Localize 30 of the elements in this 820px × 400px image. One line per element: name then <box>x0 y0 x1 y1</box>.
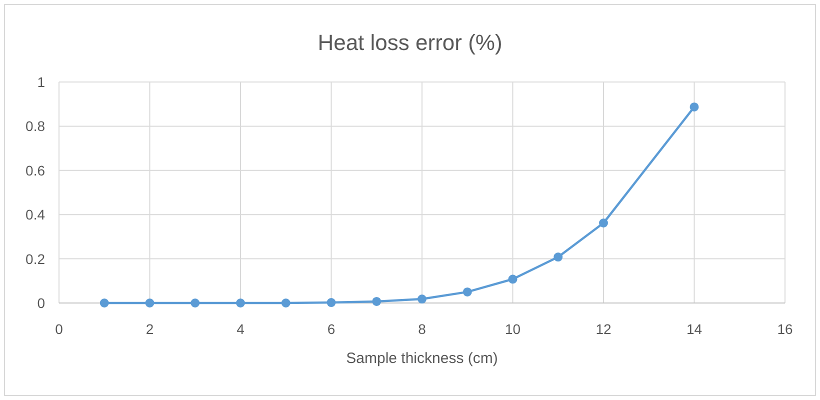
x-tick-label: 0 <box>55 321 64 337</box>
y-tick-label: 0.8 <box>26 118 46 134</box>
chart-title: Heat loss error (%) <box>318 30 502 55</box>
point <box>100 298 109 308</box>
y-tick-label: 0.2 <box>26 250 46 267</box>
y-tick-label: 0 <box>37 295 46 311</box>
x-tick-label: 2 <box>146 321 154 337</box>
x-tick-label: 16 <box>777 321 793 337</box>
point <box>462 287 472 296</box>
y-tick-label: 0.4 <box>26 206 46 223</box>
x-axis-title: Sample thickness (cm) <box>346 350 498 367</box>
x-tick-label: 6 <box>327 321 336 337</box>
point <box>599 218 608 228</box>
point <box>690 102 699 112</box>
point <box>418 294 426 304</box>
x-tick-label: 8 <box>418 321 426 337</box>
point <box>508 274 518 284</box>
y-tick-label: 1 <box>37 74 46 90</box>
point <box>326 298 336 308</box>
point <box>145 298 154 308</box>
x-tick-label: 10 <box>504 321 521 337</box>
x-tick-label: 12 <box>596 321 612 337</box>
point <box>281 298 290 308</box>
point <box>554 252 563 262</box>
point <box>236 298 245 308</box>
point <box>372 296 382 306</box>
y-tick-label: 0.6 <box>26 162 46 178</box>
x-tick-label: 14 <box>686 321 702 337</box>
x-tick-label: 4 <box>236 321 245 337</box>
point <box>190 298 200 308</box>
